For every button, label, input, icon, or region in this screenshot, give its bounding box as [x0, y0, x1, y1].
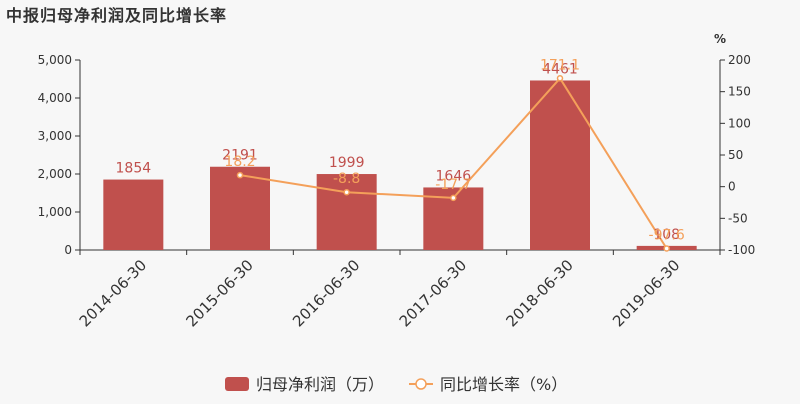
bar	[530, 80, 590, 251]
growth-data-label: -17.7	[435, 177, 471, 193]
growth-point	[450, 194, 457, 202]
y-left-tick-label: 3,000	[38, 129, 72, 143]
x-tick-label: 2014-06-30	[76, 256, 150, 330]
y-right-axis-label: %	[714, 32, 726, 46]
bar-data-label: 1854	[116, 161, 152, 177]
y-left-tick-label: 5,000	[38, 53, 72, 67]
chart-title: 中报归母净利润及同比增长率	[6, 6, 228, 25]
y-right-tick-label: 200	[728, 53, 751, 67]
bar	[316, 174, 377, 250]
legend-bar-swatch	[225, 377, 249, 391]
legend-line-marker	[415, 378, 427, 390]
growth-point	[236, 171, 244, 179]
y-right-tick-label: 150	[728, 85, 751, 99]
x-tick-label: 2019-06-30	[609, 256, 683, 330]
y-right-tick-label: 100	[728, 116, 751, 130]
x-tick-label: 2016-06-30	[289, 256, 363, 330]
legend-line-label: 同比增长率（%）	[440, 375, 567, 394]
x-tick-label: 2017-06-30	[396, 256, 470, 330]
y-left-tick-label: 4,000	[38, 91, 72, 105]
y-left-tick-label: 1,000	[38, 205, 72, 219]
bar-data-label: 2191	[222, 148, 258, 164]
y-right-tick-label: -100	[728, 243, 755, 257]
x-tick-label: 2018-06-30	[502, 256, 576, 330]
growth-point	[556, 75, 564, 82]
bar	[103, 179, 164, 250]
y-right-tick-label: -50	[728, 211, 748, 225]
bar-data-label: 108	[653, 227, 680, 243]
legend-bar-label: 归母净利润（万）	[256, 375, 384, 394]
growth-point	[663, 245, 670, 252]
y-left-tick-label: 2,000	[38, 167, 72, 181]
growth-data-label: -97.6	[649, 227, 685, 243]
bar-data-label: 1646	[436, 168, 472, 184]
y-right-tick-label: 50	[728, 148, 743, 162]
bar-data-label: 4461	[542, 61, 578, 77]
growth-point	[343, 188, 350, 196]
growth-data-label: 18.2	[224, 154, 255, 170]
y-left-tick-label: 0	[64, 243, 72, 257]
growth-data-label: -8.8	[333, 171, 360, 187]
y-right-tick-label: 0	[728, 180, 736, 194]
bar	[210, 166, 270, 250]
x-tick-label: 2015-06-30	[182, 256, 256, 330]
bar-data-label: 1999	[329, 155, 365, 171]
growth-data-label: 171.1	[540, 57, 580, 73]
